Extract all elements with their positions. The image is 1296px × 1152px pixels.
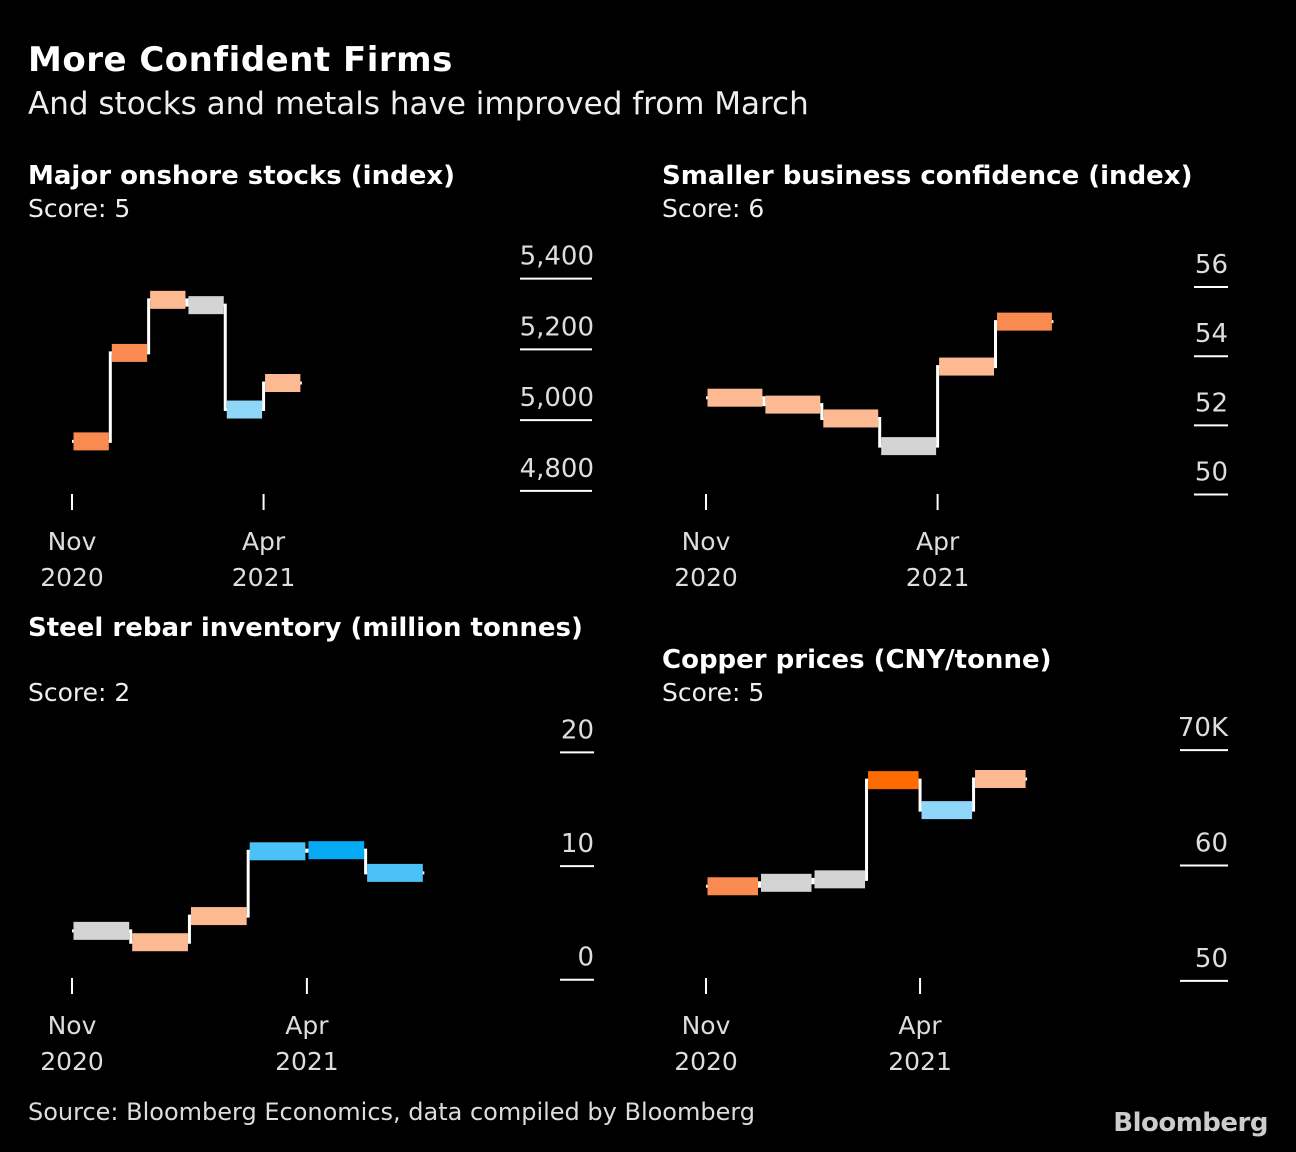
chart-score: Score: 6 (662, 194, 765, 223)
rebar-chart: 0 10 20 Nov 2020 Apr 2021 (40, 715, 594, 1076)
step-bar (308, 841, 365, 860)
step-line (706, 777, 1028, 888)
chart-score: Score: 5 (28, 194, 131, 223)
step-bar (921, 801, 973, 820)
y-tick-label: 4,800 (520, 454, 594, 484)
y-tick-label: 5,400 (520, 242, 594, 272)
step-line (72, 848, 425, 944)
step-bar (190, 907, 247, 926)
step-bar (823, 409, 879, 428)
bloomberg-logo: Bloomberg (1113, 1108, 1268, 1138)
step-bar (111, 343, 148, 362)
y-tick-label: 52 (1195, 388, 1228, 418)
chart-panel-confidence: Smaller business confidence (index) Scor… (662, 160, 1296, 630)
chart-panel-stocks: Major onshore stocks (index) Score: 5 4,… (28, 160, 668, 630)
step-bar (249, 842, 306, 861)
x-tick-label: Apr (916, 527, 960, 556)
y-tick-label: 0 (577, 943, 594, 973)
y-tick-label: 50 (1195, 944, 1228, 974)
step-line (72, 298, 302, 443)
x-tick-label: Apr (285, 1011, 329, 1040)
chart-panel-rebar: Steel rebar inventory (million tonnes) S… (28, 612, 668, 1082)
x-tick-label: 2020 (674, 1047, 738, 1076)
page-title: More Confident Firms (28, 40, 453, 80)
x-tick-label: Nov (682, 1011, 731, 1040)
step-bar (975, 769, 1026, 788)
x-tick-label: 2021 (275, 1047, 339, 1076)
y-tick-label: 60 (1195, 829, 1228, 859)
x-tick-label: Nov (48, 1011, 97, 1040)
page-subtitle: And stocks and metals have improved from… (28, 86, 809, 122)
x-tick-label: 2020 (40, 563, 104, 592)
chart-panel-copper: Copper prices (CNY/tonne) Score: 5 50 60 7… (662, 644, 1296, 1114)
step-bar (707, 877, 759, 896)
y-tick-label: 5,000 (520, 383, 594, 413)
copper-chart: 50 60 70K Nov 2020 Apr 2021 (674, 713, 1229, 1076)
x-tick-label: 2021 (906, 563, 970, 592)
step-bar (226, 400, 263, 419)
step-bar (132, 933, 188, 952)
step-bar (188, 296, 224, 315)
chart-title: Copper prices (CNY/tonne) (662, 645, 1052, 675)
source-note: Source: Bloomberg Economics, data compil… (28, 1098, 756, 1126)
step-bar (814, 870, 866, 889)
chart-score: Score: 5 (662, 678, 765, 707)
chart-title: Steel rebar inventory (million tonnes) (28, 613, 583, 643)
step-bar (997, 312, 1052, 331)
x-tick-label: 2020 (674, 563, 738, 592)
y-tick-label: 20 (561, 715, 594, 745)
step-bar (939, 357, 995, 376)
stocks-chart: 4,800 5,000 5,200 5,400 Nov 2020 Apr 2021 (40, 242, 594, 592)
chart-title: Major onshore stocks (index) (28, 161, 455, 191)
x-tick-label: Nov (682, 527, 731, 556)
step-bar (707, 388, 763, 407)
y-tick-label: 54 (1195, 319, 1228, 349)
y-tick-label: 70K (1178, 713, 1229, 743)
step-line (706, 320, 1054, 448)
x-tick-label: Apr (242, 527, 286, 556)
step-bar (73, 921, 130, 940)
x-tick-label: 2021 (888, 1047, 952, 1076)
step-bar (367, 863, 423, 882)
step-bar (881, 437, 937, 456)
y-tick-label: 56 (1195, 250, 1228, 280)
y-tick-label: 5,200 (520, 312, 594, 342)
step-bar (73, 432, 109, 451)
chart-score: Score: 2 (28, 678, 131, 707)
y-tick-label: 10 (561, 829, 594, 859)
x-tick-label: 2020 (40, 1047, 104, 1076)
step-bar (761, 873, 812, 892)
chart-title: Smaller business confidence (index) (662, 161, 1193, 191)
step-bar (868, 771, 919, 790)
step-bar (265, 374, 301, 392)
confidence-chart: 50 52 54 56 Nov 2020 Apr 2021 (674, 250, 1228, 592)
x-tick-label: Nov (48, 527, 97, 556)
y-tick-label: 50 (1195, 458, 1228, 488)
x-tick-label: 2021 (232, 563, 296, 592)
step-bar (765, 395, 821, 414)
x-tick-label: Apr (898, 1011, 942, 1040)
step-bar (150, 290, 186, 309)
